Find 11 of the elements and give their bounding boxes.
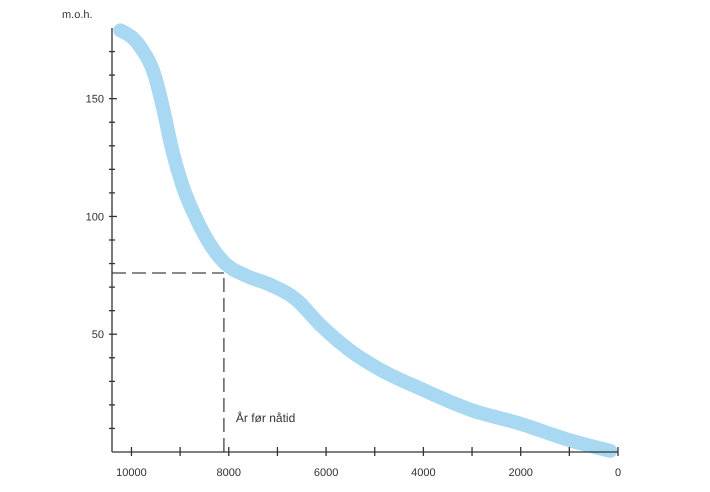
y-axis-title: m.o.h. xyxy=(62,9,93,21)
y-tick-label: 150 xyxy=(86,94,104,106)
x-tick-label: 0 xyxy=(614,467,622,479)
x-tick-label: 6000 xyxy=(314,467,338,479)
x-tick-label: 10000 xyxy=(116,467,147,479)
x-tick-label: 4000 xyxy=(411,467,436,479)
x-tick-label: 8000 xyxy=(216,467,242,479)
x-tick-label: 2000 xyxy=(508,467,533,479)
y-tick-label: 50 xyxy=(92,329,104,342)
y-tick-label: 100 xyxy=(86,211,104,224)
x-axis-title: År før nåtid xyxy=(236,411,296,425)
